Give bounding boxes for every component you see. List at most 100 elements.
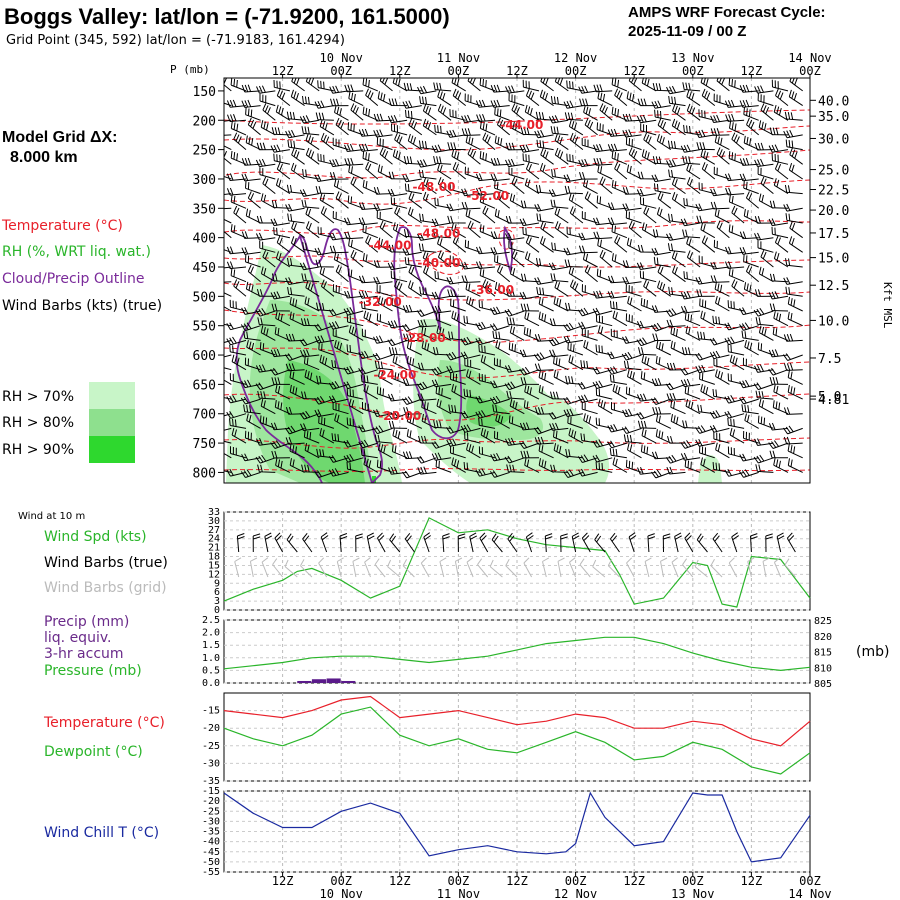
wind-barb — [655, 355, 672, 371]
wind-barb — [331, 433, 349, 444]
wind-barb — [388, 98, 408, 107]
wind-barb — [628, 147, 642, 165]
wind-barb — [469, 532, 478, 553]
wind-barb — [667, 140, 686, 151]
time-tick-label: 00Z — [330, 874, 352, 888]
wind-barb — [433, 346, 452, 356]
wind-barb — [769, 376, 789, 385]
wind-barb — [285, 129, 305, 139]
wind-barb — [348, 398, 364, 415]
wind-barb — [241, 173, 261, 182]
wind-barb — [783, 363, 803, 371]
wind-barb — [622, 408, 642, 418]
wind-barb — [374, 558, 386, 578]
wind-barb — [652, 333, 671, 341]
wind-barb — [653, 256, 671, 268]
wind-barb — [230, 268, 247, 283]
wind-barb — [358, 424, 378, 433]
wind-barb — [655, 414, 672, 429]
wind-barb — [449, 109, 466, 121]
wind-barb — [578, 394, 598, 403]
wind-barb — [579, 98, 598, 107]
wind-barb — [666, 85, 686, 95]
wind-barb — [550, 273, 569, 283]
wind-barb — [577, 307, 598, 317]
wind-barb — [783, 203, 803, 212]
wind-barb — [651, 378, 671, 387]
wind-barb — [769, 450, 789, 459]
wind-barb — [350, 176, 364, 194]
wind-barb — [452, 88, 467, 106]
wind-barb — [270, 422, 290, 431]
wind-barb — [305, 78, 320, 92]
wind-barb — [522, 226, 540, 239]
wind-barb — [226, 99, 247, 108]
dewpoint-line — [223, 706, 811, 775]
wind-barb — [365, 161, 379, 180]
wind-barb — [666, 392, 686, 401]
rh-swatch-80 — [89, 409, 135, 436]
wind-barb — [329, 172, 349, 180]
wind-barb — [301, 464, 320, 473]
wind-barb — [245, 281, 261, 297]
wind-speed-label: Wind Spd (kts) — [44, 529, 147, 545]
wind-barb — [328, 468, 349, 477]
height-tick-label: 17.5 — [818, 227, 849, 242]
wind-barb — [728, 78, 745, 92]
value-tick-label: 3 — [214, 596, 220, 607]
wind-barb — [286, 533, 298, 553]
wind-barb — [422, 191, 437, 209]
wind-barb — [376, 313, 393, 327]
wind-barb — [757, 93, 774, 107]
wind-barb — [244, 430, 261, 444]
wind-barb — [274, 400, 291, 415]
wind-barb — [490, 84, 510, 93]
wind-barb — [511, 176, 525, 194]
temperature-contour-labels: -44.00 -48.00 -52.00 -48.00 -44.00 -40.00 -36.… — [359, 118, 544, 423]
wind-barb — [554, 280, 569, 297]
wind-barb — [774, 235, 789, 253]
wind-barb — [437, 236, 452, 253]
wind-barb — [758, 120, 774, 136]
wind-barb — [284, 353, 305, 361]
wind-barb — [316, 302, 334, 312]
wind-barb — [226, 187, 247, 196]
wind-barb — [592, 439, 613, 448]
wind-barb — [390, 270, 408, 283]
wind-barb — [276, 162, 291, 180]
wind-barb — [303, 429, 320, 444]
wind-barb — [230, 121, 247, 136]
wind-barb — [379, 78, 393, 92]
value-tick-label: -20 — [202, 723, 220, 734]
wind-barb — [671, 177, 686, 195]
wind-barb — [637, 420, 657, 429]
wind-barb — [750, 533, 758, 553]
wind-barb — [782, 353, 803, 361]
contour-label: -44.00 — [369, 238, 412, 252]
wind-barb — [260, 193, 276, 209]
wind-barb — [305, 133, 320, 151]
wind-barb — [403, 333, 422, 342]
wind-barb — [224, 427, 232, 431]
wind-barb — [271, 377, 290, 385]
wind-barb — [682, 558, 694, 578]
wind-barb — [241, 307, 261, 315]
contour-line — [426, 250, 464, 275]
wind-barb — [392, 222, 408, 239]
wind-barb — [565, 448, 583, 459]
wind-barb — [536, 213, 554, 224]
wind-barb — [320, 206, 335, 224]
wind-barb — [408, 118, 423, 136]
wind-barb — [435, 312, 452, 327]
wind-barb — [724, 322, 745, 331]
wind-barb — [563, 174, 583, 183]
wind-barb — [651, 305, 671, 313]
wind-barb — [447, 215, 466, 224]
wind-barb — [417, 159, 437, 168]
wind-barb — [505, 232, 525, 241]
wind-barb — [595, 314, 613, 327]
wind-barb — [304, 369, 320, 385]
wind-barb — [344, 157, 364, 166]
wind-barb — [495, 413, 510, 429]
wind-barb — [466, 369, 481, 385]
